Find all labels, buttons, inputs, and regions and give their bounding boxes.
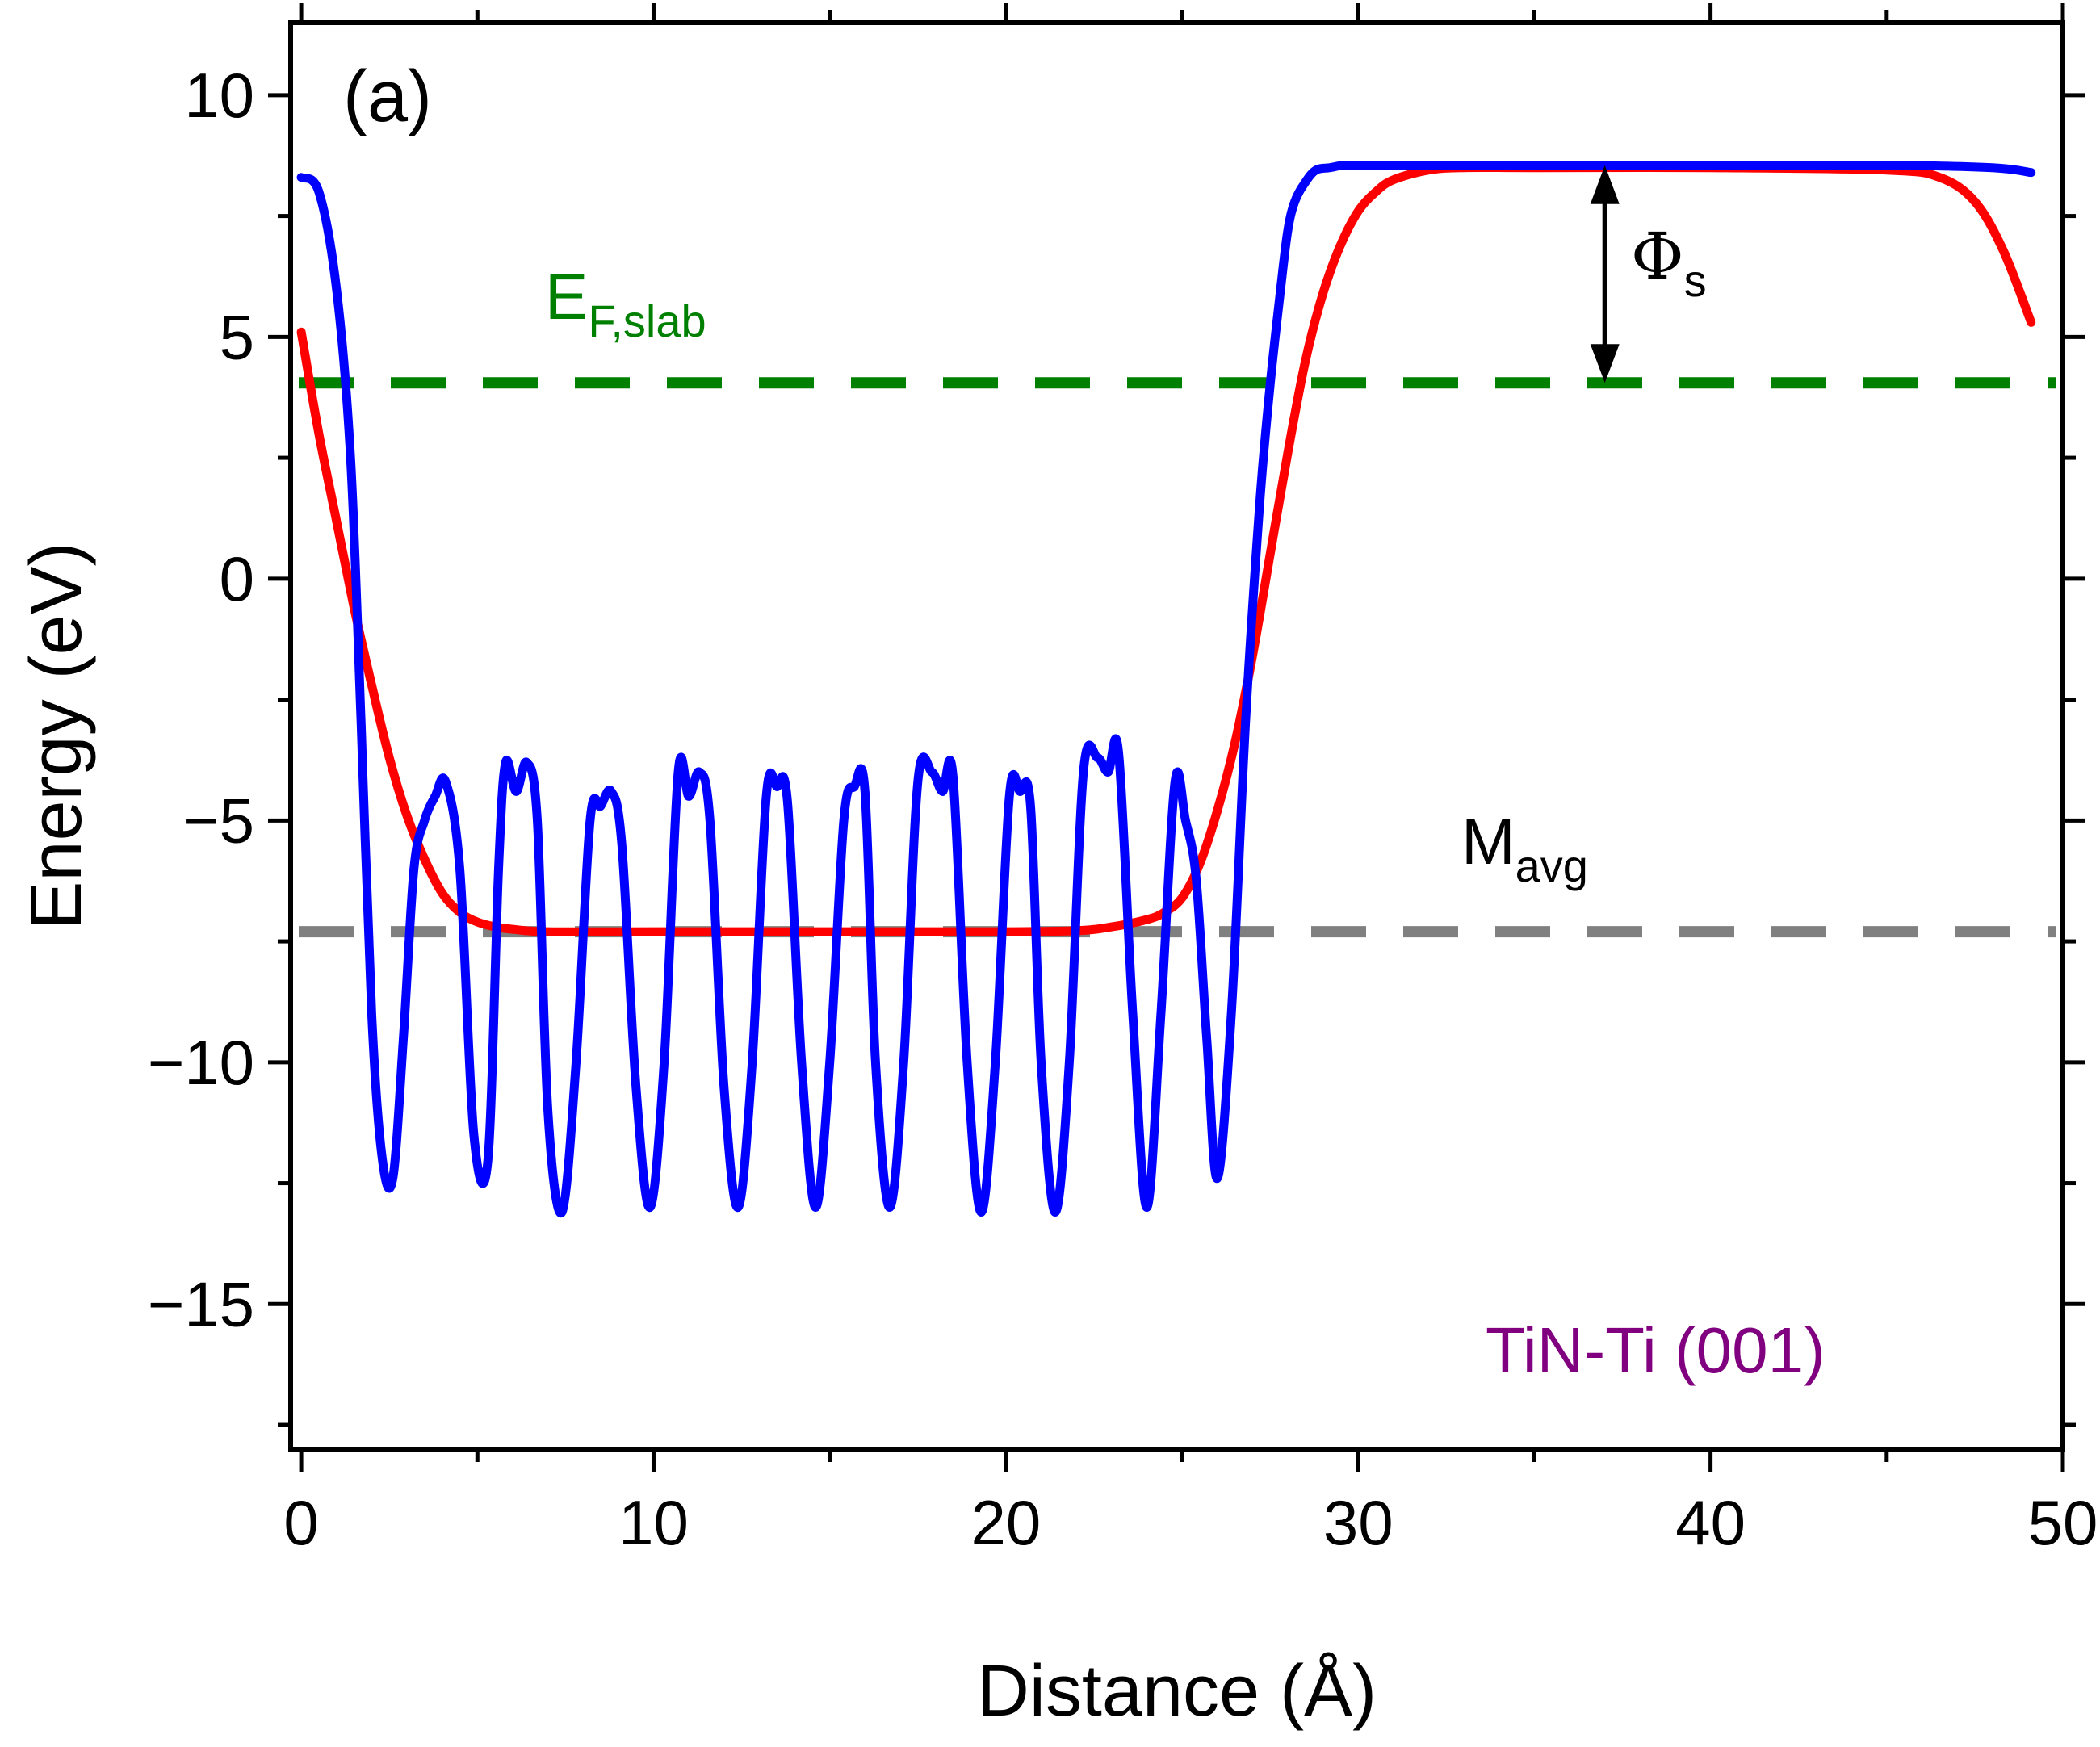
phi-label-sub: s: [1684, 255, 1707, 306]
arrow-head-down: [1590, 344, 1620, 383]
reference-lines: [299, 377, 2056, 938]
data-series: [296, 160, 2036, 1218]
y-tick-label: −15: [148, 1268, 254, 1339]
x-tick-label: 20: [970, 1487, 1041, 1558]
x-tick-label: 0: [283, 1487, 318, 1558]
series-line-planar-averaged-potential: [296, 160, 2036, 1218]
fermi-label-main: E: [545, 261, 588, 333]
x-tick-label: 50: [2028, 1487, 2098, 1558]
x-tick-label: 10: [618, 1487, 689, 1558]
y-axis-title: Energy (eV): [16, 542, 97, 929]
phi-symbol: Φ: [1631, 219, 1684, 294]
arrow-head-up: [1590, 165, 1620, 204]
x-tick-label: 40: [1675, 1487, 1746, 1558]
x-tick-label: 30: [1323, 1487, 1394, 1558]
mavg-label-sub: avg: [1515, 840, 1588, 891]
y-tick-label: 0: [220, 543, 254, 614]
axis-ticks: [268, 3, 2085, 1472]
mavg-label: Mavg: [1461, 806, 1588, 891]
y-tick-label: −5: [182, 785, 254, 856]
y-tick-label: 5: [220, 301, 254, 372]
y-tick-label: −10: [148, 1027, 254, 1098]
fermi-label-sub: F,slab: [588, 295, 706, 346]
system-label: TiN-Ti (001): [1486, 1314, 1825, 1386]
fermi-level-label: EF,slab: [545, 261, 706, 346]
mavg-label-main: M: [1461, 806, 1515, 878]
y-tick-label: 10: [184, 60, 254, 131]
panel-label: (a): [343, 57, 432, 137]
work-function-label: Φs: [1631, 219, 1707, 306]
work-function-arrow: [1590, 165, 1620, 383]
plot-frame: [288, 20, 2065, 1452]
x-axis-title: Distance (Å): [977, 1651, 1377, 1732]
